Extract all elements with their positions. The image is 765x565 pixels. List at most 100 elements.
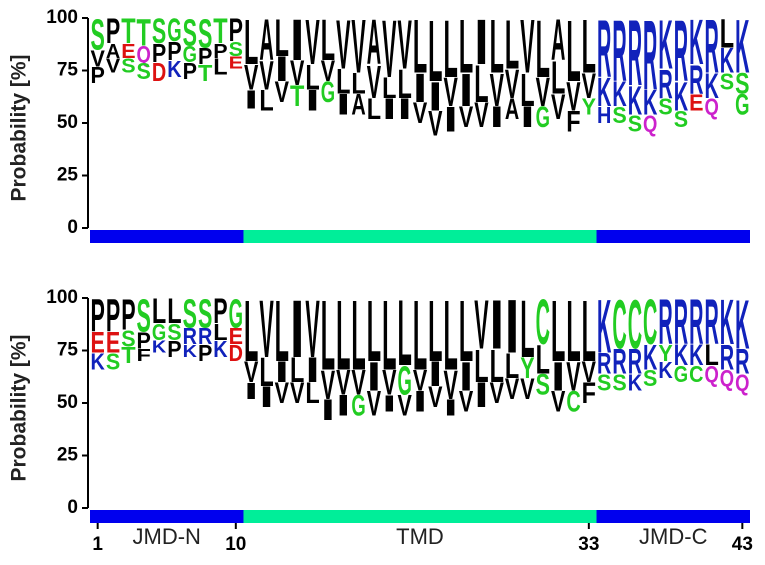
logo-letter: L: [321, 281, 335, 392]
logo-letter: F: [582, 376, 596, 409]
logo-letter: V: [106, 54, 120, 77]
logo-letter: S: [137, 289, 151, 342]
logo-letter: P: [106, 11, 120, 50]
logo-letter: T: [290, 80, 304, 113]
logo-letter: R: [674, 286, 688, 358]
logo-letter: L: [336, 281, 350, 392]
logo-letter: P: [167, 336, 181, 362]
logo-letter: V: [351, 363, 365, 402]
logo-letter: P: [213, 291, 227, 330]
logo-letter: V: [582, 66, 596, 105]
logo-letter: P: [106, 289, 120, 342]
y-tick-label: 25: [57, 165, 79, 186]
logo-letter: V: [259, 283, 273, 374]
y-tick-label: 100: [46, 7, 78, 28]
logo-letter: S: [536, 368, 550, 401]
logo-letter: R: [643, 1, 657, 112]
logo-letter: L: [566, 282, 580, 380]
logo-letter: V: [520, 372, 534, 405]
logo-letter: G: [167, 12, 181, 48]
logo-letter: L: [720, 11, 734, 56]
logo-letter: G: [229, 291, 243, 336]
logo-letter: E: [689, 90, 703, 116]
logo-letter: A: [551, 8, 565, 73]
logo-letter: S: [121, 325, 135, 351]
y-tick-label: 75: [57, 60, 79, 81]
logo-letter: R: [720, 338, 734, 377]
logo-letter: E: [229, 323, 243, 349]
region-label: TMD: [396, 524, 444, 549]
logo-letter: A: [367, 6, 381, 78]
logo-letter: L: [336, 62, 350, 101]
logo-letter: L: [551, 282, 565, 380]
logo-letter: A: [351, 88, 365, 121]
logo-letter: L: [152, 291, 166, 330]
logo-letter: V: [397, 389, 411, 422]
logo-letter: I: [474, 375, 488, 414]
logo-letter: R: [704, 4, 718, 89]
y-tick-label: 100: [46, 287, 78, 308]
logo-letter: I: [413, 385, 427, 418]
logo-letter: V: [290, 53, 304, 92]
x-tick-label: 1: [92, 534, 103, 555]
logo-letter: K: [658, 6, 672, 84]
logo-letter: R: [628, 342, 642, 381]
logo-letter: K: [689, 339, 703, 372]
region-label: JMD-N: [133, 524, 201, 549]
logo-letter: L: [259, 84, 273, 117]
logo-letter: I: [382, 92, 396, 125]
logo-letter: V: [290, 376, 304, 409]
logo-letter: V: [505, 372, 519, 405]
logo-letter: T: [198, 60, 212, 86]
logo-letter: R: [689, 286, 703, 358]
logo-letter: L: [444, 281, 458, 392]
logo-letter: L: [505, 346, 519, 385]
logo-letter: V: [490, 376, 504, 409]
logo-letter: K: [643, 338, 657, 377]
logo-letter: S: [735, 67, 749, 100]
logo-letter: S: [121, 54, 135, 77]
y-tick-label: 75: [57, 340, 79, 361]
logo-letter: K: [658, 357, 672, 383]
logo-letter: L: [213, 54, 227, 80]
logo-letter: V: [536, 70, 550, 115]
logo-letter: I: [382, 391, 396, 417]
logo-letter: A: [505, 92, 519, 125]
logo-letter: V: [244, 355, 258, 388]
logo-letter: R: [689, 57, 703, 102]
logo-letter: R: [597, 347, 611, 380]
y-tick-label: 50: [57, 112, 78, 133]
logo-letter: K: [720, 41, 734, 80]
logo-letter: V: [444, 70, 458, 115]
logo-letter: C: [643, 286, 657, 358]
logo-letter: P: [183, 58, 197, 84]
logo-letter: V: [459, 101, 473, 134]
logo-letter: V: [397, 6, 411, 84]
logo-letter: D: [229, 340, 243, 366]
logo-letter: P: [229, 12, 243, 48]
logo-letter: E: [229, 53, 243, 73]
logo-letter: P: [137, 328, 151, 354]
logo-letter: L: [259, 350, 273, 395]
logo-letter: V: [474, 95, 488, 134]
logo-letter: I: [336, 88, 350, 121]
logo-letter: C: [689, 361, 703, 387]
logo-letter: A: [106, 40, 120, 63]
logo-letter: Y: [582, 94, 596, 120]
logo-letter: S: [167, 319, 181, 345]
logo-letter: L: [566, 2, 580, 100]
y-tick-label: 0: [67, 497, 78, 518]
logo-letter: L: [367, 282, 381, 380]
logo-letter: L: [444, 3, 458, 94]
logo-letter: S: [183, 12, 197, 54]
logo-letter: A: [259, 8, 273, 73]
logo-letter: S: [612, 370, 626, 396]
logo-letter: S: [229, 38, 243, 61]
logo-letter: L: [704, 339, 718, 372]
logo-letter: L: [167, 291, 181, 330]
logo-letter: K: [674, 339, 688, 372]
logo-letter: K: [152, 337, 166, 357]
logo-letter: I: [428, 74, 442, 119]
logo-letter: L: [305, 376, 319, 409]
logo-letter: V: [259, 53, 273, 98]
